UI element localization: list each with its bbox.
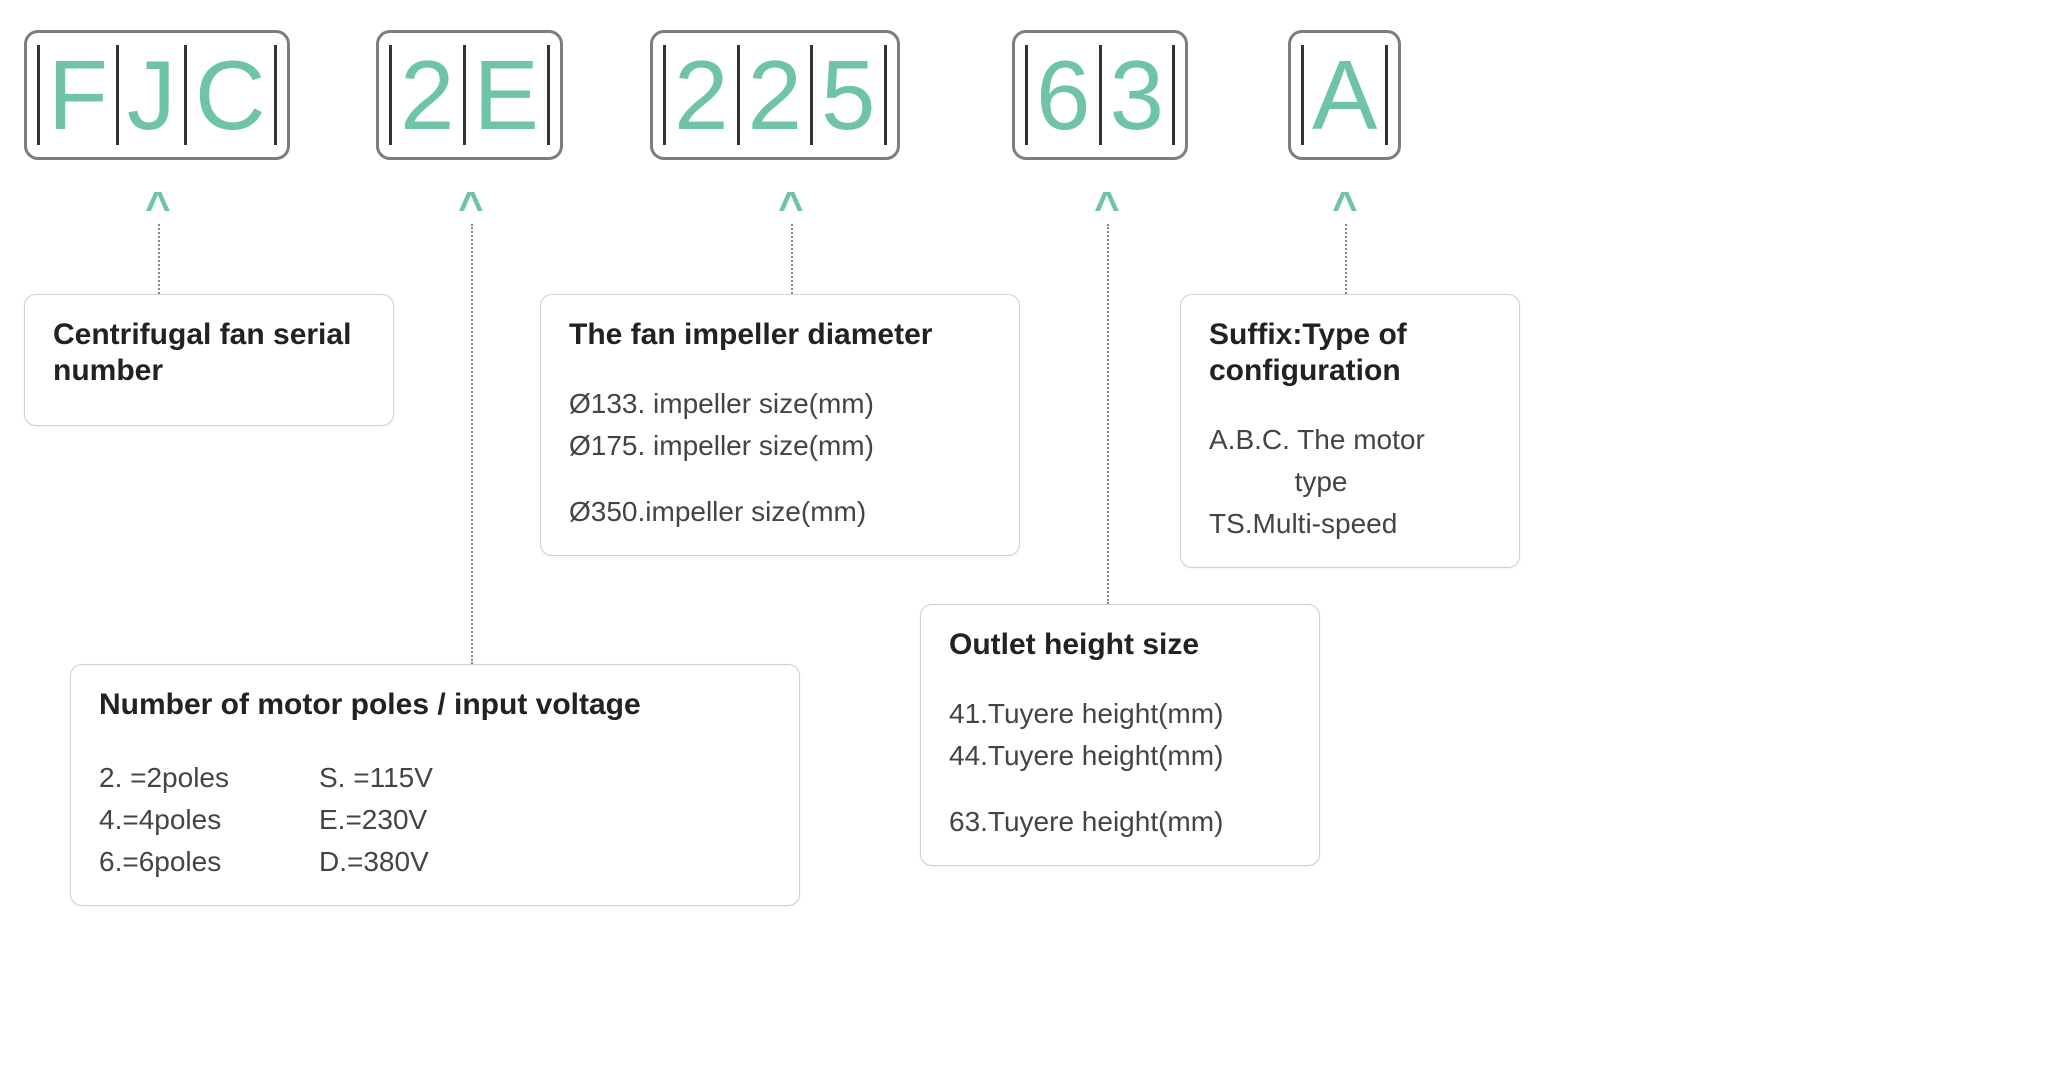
- desc-line: 4.=4poles: [99, 799, 229, 841]
- desc-box-impeller: The fan impeller diameter Ø133. impeller…: [540, 294, 1020, 556]
- code-char: 2: [389, 45, 463, 145]
- code-char: C: [184, 45, 277, 145]
- desc-line: A.B.C. The motor: [1209, 419, 1491, 461]
- desc-line: 41.Tuyere height(mm): [949, 693, 1291, 735]
- code-char: A: [1301, 45, 1388, 145]
- desc-line: 6.=6poles: [99, 841, 229, 883]
- desc-box-suffix: Suffix:Type of configuration A.B.C. The …: [1180, 294, 1520, 568]
- code-char: E: [463, 45, 550, 145]
- desc-line: [949, 777, 1291, 801]
- code-char: 5: [810, 45, 887, 145]
- code-group-suffix: A: [1288, 30, 1401, 160]
- connector-line: [471, 224, 473, 664]
- desc-title: Suffix:Type of configuration: [1209, 317, 1491, 389]
- desc-line: E.=230V: [319, 799, 433, 841]
- desc-line: Ø175. impeller size(mm): [569, 425, 991, 467]
- desc-box-outlet: Outlet height size 41.Tuyere height(mm) …: [920, 604, 1320, 866]
- code-char: 2: [737, 45, 811, 145]
- desc-line: [569, 467, 991, 491]
- desc-box-poles-voltage: Number of motor poles / input voltage 2.…: [70, 664, 800, 906]
- code-char: 3: [1099, 45, 1176, 145]
- desc-title: Outlet height size: [949, 627, 1291, 663]
- code-char: 6: [1025, 45, 1099, 145]
- desc-line: Ø133. impeller size(mm): [569, 383, 991, 425]
- desc-line: Ø350.impeller size(mm): [569, 491, 991, 533]
- code-group-serial: F J C: [24, 30, 290, 160]
- desc-title: Centrifugal fan serial number: [53, 317, 365, 389]
- connector-line: [1107, 224, 1109, 604]
- desc-title: Number of motor poles / input voltage: [99, 687, 771, 723]
- code-group-poles-voltage: 2 E: [376, 30, 563, 160]
- desc-line: 63.Tuyere height(mm): [949, 801, 1291, 843]
- code-char: J: [116, 45, 184, 145]
- desc-line: S. =115V: [319, 757, 433, 799]
- desc-line: D.=380V: [319, 841, 433, 883]
- connector-line: [791, 224, 793, 294]
- desc-line: type: [1209, 461, 1491, 503]
- desc-line: TS.Multi-speed: [1209, 503, 1491, 545]
- connector-line: [158, 224, 160, 294]
- desc-line: 2. =2poles: [99, 757, 229, 799]
- code-char: F: [37, 45, 116, 145]
- code-char: 2: [663, 45, 737, 145]
- desc-box-serial: Centrifugal fan serial number: [24, 294, 394, 426]
- connector-line: [1345, 224, 1347, 294]
- desc-line: 44.Tuyere height(mm): [949, 735, 1291, 777]
- code-group-outlet: 6 3: [1012, 30, 1188, 160]
- code-group-impeller: 2 2 5: [650, 30, 900, 160]
- desc-title: The fan impeller diameter: [569, 317, 991, 353]
